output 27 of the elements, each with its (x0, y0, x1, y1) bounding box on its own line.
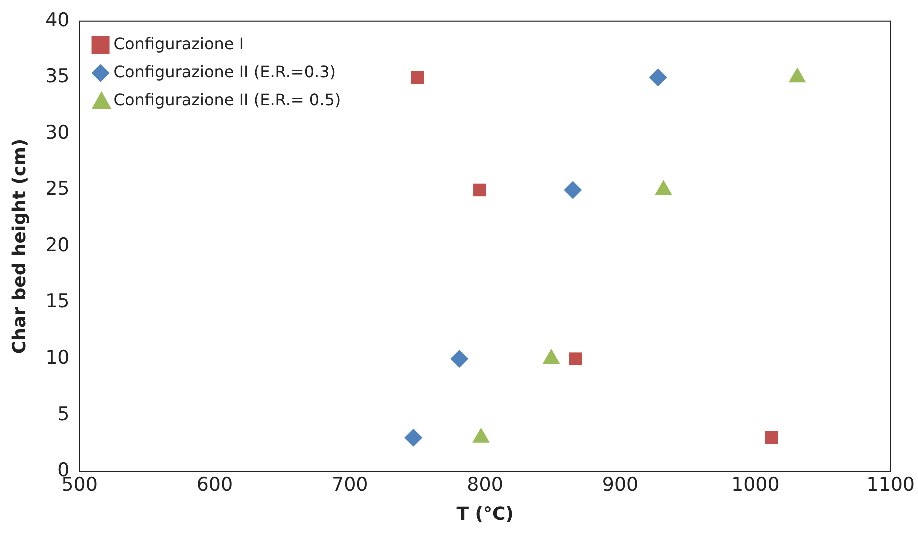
legend-label: Configurazione II (E.R.=0.3) (114, 62, 336, 82)
y-tick-label: 10 (46, 346, 70, 369)
point (564, 181, 582, 200)
y-axis-title: Char bed height (cm) (9, 138, 30, 354)
point (404, 428, 423, 447)
y-tick-label: 25 (46, 178, 70, 200)
point (649, 68, 668, 87)
y-tick-label: 30 (46, 122, 70, 144)
point (474, 184, 486, 197)
y-tick-label: 40 (46, 9, 70, 32)
x-tick-label: 1000 (731, 474, 780, 496)
x-tick-label: 900 (602, 474, 639, 496)
x-tick-label: 1100 (866, 474, 916, 496)
y-tick-label: 20 (46, 234, 70, 256)
y-tick-label: 35 (46, 66, 70, 88)
point (450, 350, 469, 368)
x-axis-title: T (°C) (456, 504, 514, 525)
x-tick-label: 600 (196, 474, 234, 496)
y-tick-label: 5 (58, 403, 70, 426)
x-tick-label: 800 (467, 474, 504, 496)
point (570, 352, 582, 366)
y-tick-label: 15 (46, 290, 70, 313)
point (411, 71, 424, 84)
x-tick-label: 700 (332, 474, 368, 496)
point (766, 431, 778, 444)
legend-label: Configurazione II (E.R.= 0.5) (114, 90, 342, 110)
legend-label: Configurazione I (114, 34, 244, 54)
